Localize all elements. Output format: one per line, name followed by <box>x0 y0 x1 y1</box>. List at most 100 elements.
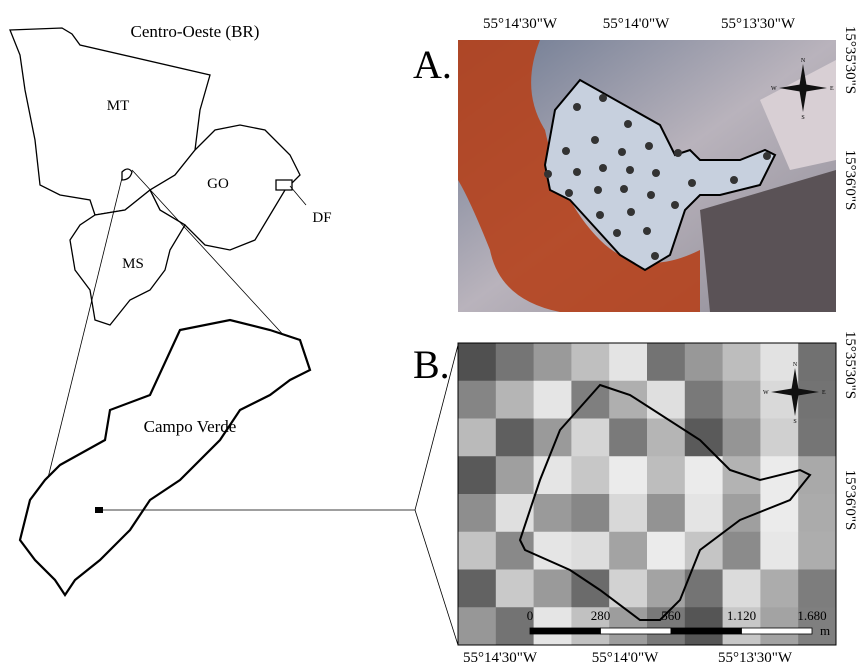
panel-a: N E S W A. 55°14'30"W 55°14'0"W 55°13'30… <box>413 16 858 312</box>
sampling-point <box>671 201 679 209</box>
raster-cell <box>609 494 647 532</box>
panel-label: B. <box>413 342 450 387</box>
raster-cell <box>685 456 723 494</box>
sampling-point <box>596 211 604 219</box>
raster-cell <box>458 570 496 608</box>
sampling-point <box>565 189 573 197</box>
raster-cell <box>534 343 572 381</box>
sampling-point <box>594 186 602 194</box>
raster-cell <box>496 381 534 419</box>
scale-label: 560 <box>661 608 681 623</box>
raster-cell <box>458 343 496 381</box>
raster-cell <box>760 532 798 570</box>
scale-segment <box>530 628 601 634</box>
compass-label: S <box>793 419 796 425</box>
panel-label: A. <box>413 42 452 87</box>
sampling-point <box>591 136 599 144</box>
campo-verde-outline <box>20 320 310 595</box>
scale-label: 0 <box>527 608 534 623</box>
raster-cell <box>760 494 798 532</box>
scale-unit: m <box>820 623 830 638</box>
region-label: DF <box>312 210 331 226</box>
sampling-point <box>618 148 626 156</box>
scale-label: 1.120 <box>727 608 756 623</box>
region-label: GO <box>207 176 229 192</box>
top-coordinate: 55°13'30"W <box>721 16 796 32</box>
right-coordinate: 15°35'30"S <box>842 26 858 94</box>
figure: Centro-Oeste (BR) MT GO DF MS Campo Verd… <box>0 0 866 669</box>
sampling-point <box>647 191 655 199</box>
sampling-point <box>627 208 635 216</box>
region-df <box>276 180 292 190</box>
raster-cell <box>534 570 572 608</box>
compass-label: N <box>801 58 806 64</box>
raster-cell <box>647 343 685 381</box>
bottom-coordinate: 55°13'30"W <box>718 650 793 666</box>
raster-cell <box>647 532 685 570</box>
right-coordinate: 15°36'0"S <box>842 150 858 211</box>
raster-cell <box>458 456 496 494</box>
raster-cell <box>534 381 572 419</box>
raster-cell <box>647 494 685 532</box>
scale-segment <box>601 628 672 634</box>
sampling-point <box>688 179 696 187</box>
raster-cell <box>571 419 609 457</box>
raster-cell <box>647 381 685 419</box>
right-coordinate: 15°35'30"S <box>842 331 858 399</box>
compass-label: S <box>801 115 804 121</box>
left-map: Centro-Oeste (BR) MT GO DF MS Campo Verd… <box>10 22 458 645</box>
raster-cell <box>534 532 572 570</box>
sampling-point <box>599 94 607 102</box>
df-pointer <box>290 186 306 205</box>
raster-grid <box>458 343 837 646</box>
sampling-point <box>651 252 659 260</box>
field-marker <box>95 507 103 513</box>
raster-cell <box>571 456 609 494</box>
raster-cell <box>798 532 836 570</box>
panel-b: N E S W 02805601.1201.680m B. 55°14'30"W… <box>413 331 858 666</box>
raster-cell <box>458 494 496 532</box>
raster-cell <box>798 456 836 494</box>
raster-cell <box>458 607 496 645</box>
raster-cell <box>609 532 647 570</box>
scale-segment <box>742 628 813 634</box>
sampling-point <box>544 170 552 178</box>
sampling-point <box>763 152 771 160</box>
compass-label: W <box>763 390 769 396</box>
raster-cell <box>685 419 723 457</box>
raster-cell <box>760 570 798 608</box>
raster-cell <box>571 494 609 532</box>
raster-cell <box>723 381 761 419</box>
municipality-label: Campo Verde <box>144 417 237 436</box>
top-coordinate: 55°14'30"W <box>483 16 558 32</box>
raster-cell <box>496 419 534 457</box>
bottom-coordinate: 55°14'0"W <box>592 650 659 666</box>
sampling-point <box>562 147 570 155</box>
raster-cell <box>458 532 496 570</box>
raster-cell <box>534 456 572 494</box>
compass-label: E <box>830 86 834 92</box>
sampling-point <box>620 185 628 193</box>
raster-cell <box>647 456 685 494</box>
raster-cell <box>760 607 798 645</box>
raster-cell <box>458 381 496 419</box>
map-title: Centro-Oeste (BR) <box>131 22 260 41</box>
zoom-line <box>415 510 458 645</box>
raster-cell <box>723 343 761 381</box>
sampling-point <box>599 164 607 172</box>
raster-cell <box>723 419 761 457</box>
top-coordinate: 55°14'0"W <box>603 16 670 32</box>
raster-cell <box>798 381 836 419</box>
raster-cell <box>685 343 723 381</box>
sampling-point <box>674 149 682 157</box>
scale-label: 1.680 <box>797 608 826 623</box>
raster-cell <box>647 570 685 608</box>
right-coordinate: 15°36'0"S <box>842 470 858 531</box>
compass-label: E <box>822 390 826 396</box>
raster-cell <box>571 343 609 381</box>
raster-cell <box>723 456 761 494</box>
sampling-point <box>730 176 738 184</box>
compass-label: W <box>771 86 777 92</box>
bottom-coordinate: 55°14'30"W <box>463 650 538 666</box>
raster-cell <box>609 607 647 645</box>
